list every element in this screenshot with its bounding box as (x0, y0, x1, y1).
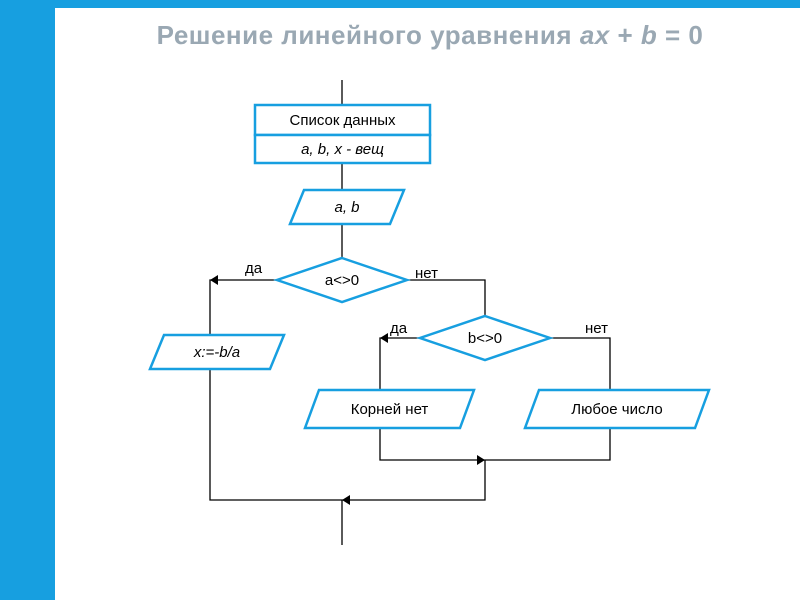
branch-label-net1: нет (415, 265, 438, 282)
title-text-3: = 0 (657, 20, 703, 50)
flowchart: Список данных a, b, x - вещ a, b a<>0 x:=-b/… (55, 80, 800, 600)
branch-label-net2: нет (585, 320, 608, 337)
branch-label-da1: да (245, 260, 262, 277)
page-title: Решение линейного уравнения ax + b = 0 (80, 20, 780, 51)
title-var-ax: ax (580, 20, 610, 50)
left-accent-bar (0, 0, 55, 600)
svg-text:Корней нет: Корней нет (351, 401, 429, 418)
top-accent-bar (0, 0, 800, 8)
svg-text:b<>0: b<>0 (468, 330, 502, 347)
branch-label-da2: да (390, 320, 407, 337)
svg-text:Любое число: Любое число (571, 401, 663, 418)
svg-text:a, b: a, b (334, 199, 359, 216)
svg-text:a, b, x - вещ: a, b, x - вещ (301, 141, 384, 158)
title-text-2: + (610, 20, 641, 50)
title-text-1: Решение линейного уравнения (157, 20, 580, 50)
svg-text:x:=-b/a: x:=-b/a (193, 344, 240, 361)
svg-text:a<>0: a<>0 (325, 272, 359, 289)
title-var-b: b (641, 20, 657, 50)
svg-text:Список данных: Список данных (289, 112, 396, 129)
